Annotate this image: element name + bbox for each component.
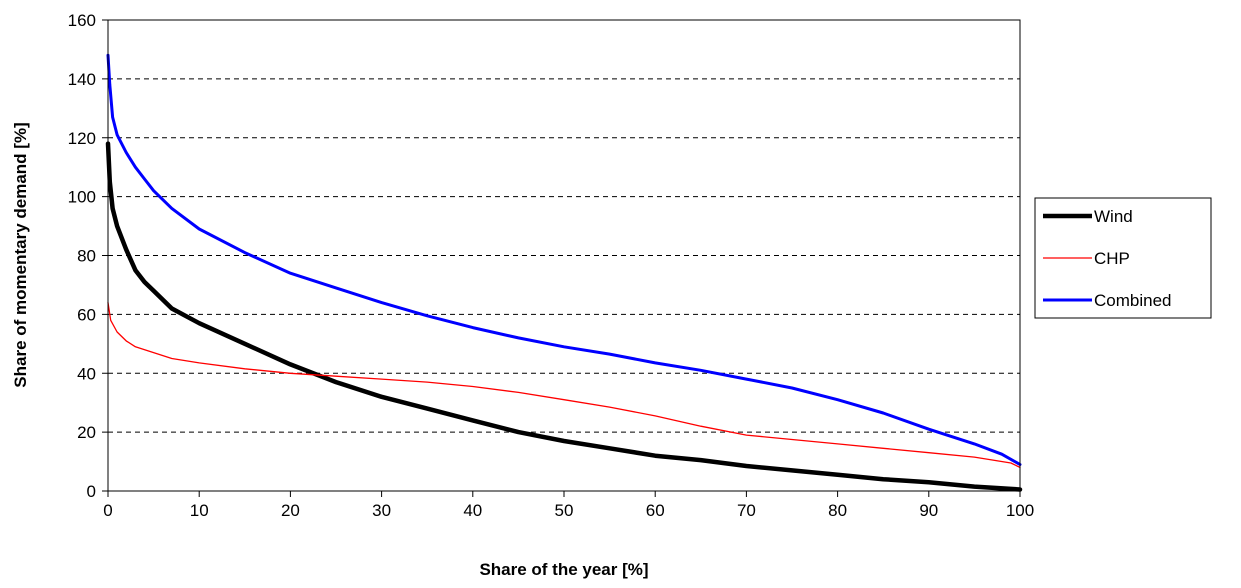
y-tick-label: 140 <box>68 70 96 89</box>
x-tick-label: 80 <box>828 501 847 520</box>
legend-label-combined: Combined <box>1094 291 1172 310</box>
legend: Wind CHP Combined <box>1034 197 1212 319</box>
series-line-chp <box>107 301 1021 469</box>
x-axis-title: Share of the year [%] <box>479 560 648 579</box>
x-tick-label: 60 <box>646 501 665 520</box>
x-tick-label: 10 <box>190 501 209 520</box>
y-tick-label: 0 <box>87 482 96 501</box>
y-tick-label: 120 <box>68 129 96 148</box>
x-tick-label: 40 <box>463 501 482 520</box>
y-tick-label: 160 <box>68 11 96 30</box>
gridlines <box>108 78 1020 433</box>
x-tick-label: 100 <box>1006 501 1034 520</box>
y-tick-label: 100 <box>68 188 96 207</box>
x-tick-label: 20 <box>281 501 300 520</box>
x-tick-label: 70 <box>737 501 756 520</box>
y-tick-label: 20 <box>77 423 96 442</box>
legend-label-wind: Wind <box>1094 207 1133 226</box>
y-tick-label: 60 <box>77 305 96 324</box>
series-lines <box>105 53 1023 492</box>
series-line-combined <box>106 53 1022 466</box>
y-axis-title: Share of momentary demand [%] <box>11 122 30 387</box>
x-tick-label: 50 <box>555 501 574 520</box>
legend-label-chp: CHP <box>1094 249 1130 268</box>
x-tick-label: 30 <box>372 501 391 520</box>
x-tick-label: 0 <box>103 501 112 520</box>
series-line-wind <box>105 141 1023 492</box>
y-axis: 0 20 40 60 80 100 120 140 160 <box>68 11 108 501</box>
y-tick-label: 40 <box>77 364 96 383</box>
x-tick-label: 90 <box>919 501 938 520</box>
x-axis: 0 10 20 30 40 50 60 70 80 90 100 <box>103 491 1034 520</box>
y-tick-label: 80 <box>77 247 96 266</box>
